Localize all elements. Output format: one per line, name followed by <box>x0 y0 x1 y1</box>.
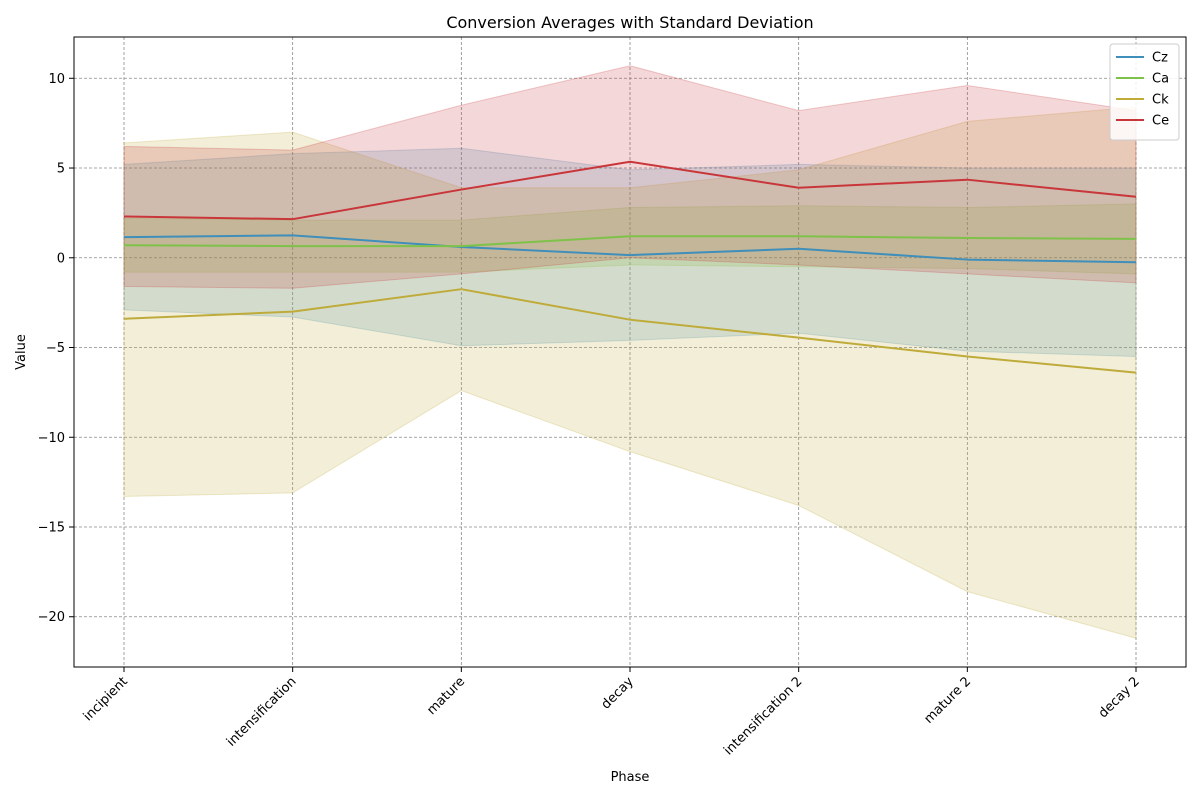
legend-box <box>1109 43 1180 141</box>
y-tick-label: −10 <box>38 431 65 446</box>
y-tick-label: −5 <box>46 341 65 356</box>
chart-title: Conversion Averages with Standard Deviat… <box>446 13 813 32</box>
legend-label-ck: Ck <box>1152 93 1169 108</box>
grid <box>74 37 1186 667</box>
y-tick-label: 10 <box>48 72 65 87</box>
x-axis-label: Phase <box>611 770 650 785</box>
series-line-ca <box>123 235 1137 248</box>
series-line-ck <box>123 288 1137 374</box>
std-band-ck <box>123 106 1137 639</box>
legend-label-ca: Ca <box>1152 72 1169 87</box>
legend: Cz Ca Ck Ce <box>1109 43 1180 141</box>
y-tick-label: −15 <box>38 521 65 536</box>
std-band-ce <box>123 65 1137 289</box>
legend-label-cz: Cz <box>1152 51 1168 66</box>
y-tick-label: 5 <box>57 162 65 177</box>
std-bands <box>123 65 1137 639</box>
std-band-ca <box>123 203 1137 275</box>
series-line-cz <box>123 234 1137 264</box>
y-tick-label: 0 <box>57 251 65 266</box>
y-ticks: −20 −15 −10 −5 0 5 10 <box>38 72 74 625</box>
std-band-cz <box>123 147 1137 358</box>
y-axis-label: Value <box>14 334 29 370</box>
legend-label-ce: Ce <box>1152 114 1169 129</box>
y-tick-label: −20 <box>38 610 65 625</box>
series-lines <box>123 160 1137 374</box>
series-line-ce <box>123 160 1137 221</box>
